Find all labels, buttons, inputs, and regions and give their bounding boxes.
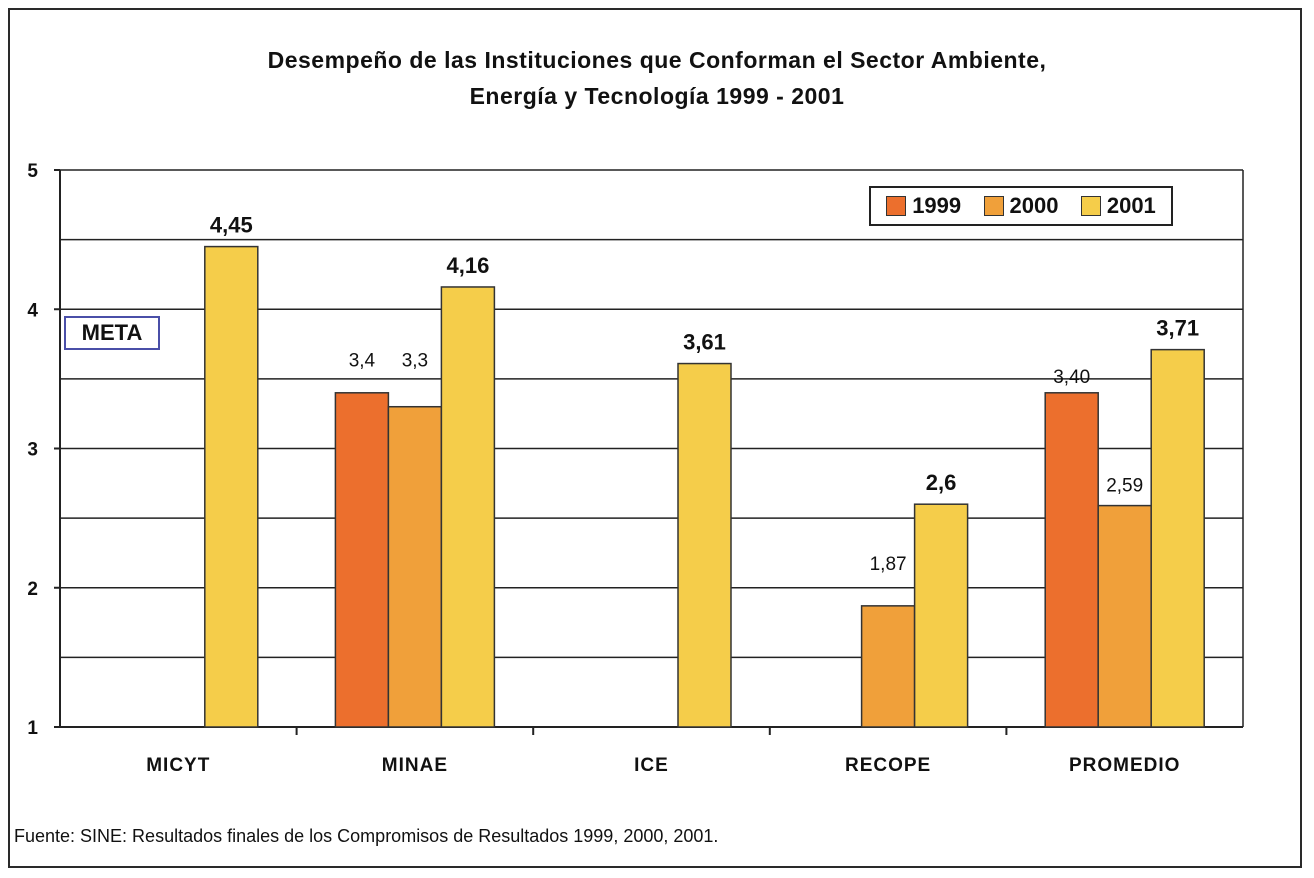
legend-item-2000: 2000 — [983, 193, 1059, 219]
meta-annotation: META — [64, 316, 160, 350]
x-tick-label: MICYT — [146, 755, 210, 776]
data-label-1999-minae: 3,4 — [349, 351, 376, 372]
x-tick-label: RECOPE — [845, 755, 931, 776]
legend-swatch-1999 — [886, 196, 907, 216]
bar-2000-recope — [860, 605, 916, 728]
legend-label-2001: 2001 — [1106, 193, 1156, 218]
chart-title-line2: Energía y Tecnología 1999 - 2001 — [469, 83, 845, 109]
y-tick-label: 1 — [27, 718, 38, 739]
bar-2001-promedio — [1150, 348, 1205, 728]
data-label-2001-promedio: 3,71 — [1156, 316, 1199, 341]
bar-2001-ice — [677, 362, 732, 728]
data-label-2001-minae: 4,16 — [446, 253, 489, 278]
legend-swatch-2000 — [983, 196, 1004, 216]
bar-2000-minae — [387, 405, 443, 728]
y-tick-label: 5 — [27, 161, 38, 182]
data-label-2001-micyt: 4,45 — [210, 213, 253, 238]
legend-item-1999: 1999 — [886, 193, 961, 219]
legend-item-2001: 2001 — [1080, 193, 1156, 219]
y-tick-label: 4 — [27, 300, 38, 321]
bar-1999-minae — [334, 392, 390, 728]
data-label-2000-minae: 3,3 — [402, 351, 428, 372]
data-label-2001-ice: 3,61 — [683, 330, 726, 355]
bar-2001-recope — [913, 503, 969, 728]
x-tick-label: PROMEDIO — [1069, 755, 1180, 776]
legend: 1999 2000 2001 — [869, 186, 1173, 226]
x-tick-label: MINAE — [382, 755, 448, 776]
legend-swatch-2001 — [1080, 196, 1101, 216]
legend-label-2000: 2000 — [1009, 193, 1059, 218]
y-tick-label: 2 — [27, 579, 38, 600]
bar-2000-promedio — [1097, 504, 1152, 728]
bar-1999-promedio — [1044, 392, 1099, 728]
y-tick-label: 3 — [27, 440, 38, 461]
data-label-1999-promedio: 3,40 — [1053, 367, 1090, 388]
bar-2001-micyt — [204, 245, 259, 728]
source-note: Fuente: SINE: Resultados finales de los … — [14, 826, 719, 846]
data-label-2000-promedio: 2,59 — [1106, 476, 1143, 497]
chart-title: Desempeño de las Instituciones que Confo… — [0, 42, 1314, 114]
legend-label-1999: 1999 — [912, 193, 962, 218]
x-tick-label: ICE — [634, 755, 669, 776]
chart-title-line1: Desempeño de las Instituciones que Confo… — [267, 47, 1047, 73]
data-label-2001-recope: 2,6 — [926, 470, 957, 495]
bar-2001-minae — [440, 286, 496, 728]
data-label-2000-recope: 1,87 — [870, 554, 907, 575]
